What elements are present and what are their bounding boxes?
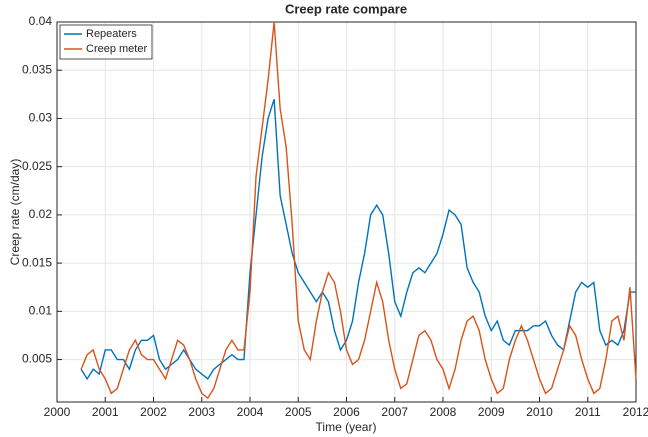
y-tick-label: 0.04: [29, 14, 53, 28]
y-tick-label: 0.02: [29, 207, 53, 221]
y-tick-label: 0.025: [22, 159, 52, 173]
legend-label: Creep meter: [86, 43, 147, 55]
y-tick-label: 0.035: [22, 62, 52, 76]
series-line: [80, 98, 636, 381]
x-tick-label: 2001: [92, 405, 119, 419]
x-tick-label: 2007: [381, 405, 408, 419]
y-tick-label: 0.015: [22, 255, 52, 269]
y-axis-label: Creep rate (cm/day): [8, 159, 22, 266]
x-tick-label: 2005: [285, 405, 312, 419]
x-axis-label: Time (year): [316, 420, 377, 434]
chart-title: Creep rate compare: [285, 1, 407, 16]
x-tick-label: 2004: [237, 405, 264, 419]
legend-label: Repeaters: [86, 28, 137, 40]
plot-frame: [56, 21, 637, 403]
x-tick-label: 2009: [478, 405, 505, 419]
x-tick-label: 2000: [44, 405, 71, 419]
y-tick-label: 0.005: [22, 352, 52, 366]
x-tick-label: 2010: [526, 405, 553, 419]
x-tick-label: 2011: [575, 405, 601, 419]
x-tick-label: 2006: [333, 405, 360, 419]
x-tick-label: 2008: [430, 405, 457, 419]
y-tick-label: 0.01: [29, 304, 53, 318]
x-tick-label: 2002: [140, 405, 167, 419]
legend-box: [59, 24, 153, 60]
y-tick-label: 0.03: [29, 111, 53, 125]
x-tick-label: 2003: [188, 405, 215, 419]
x-tick-label: 2012: [623, 405, 648, 419]
series-line: [80, 21, 637, 400]
